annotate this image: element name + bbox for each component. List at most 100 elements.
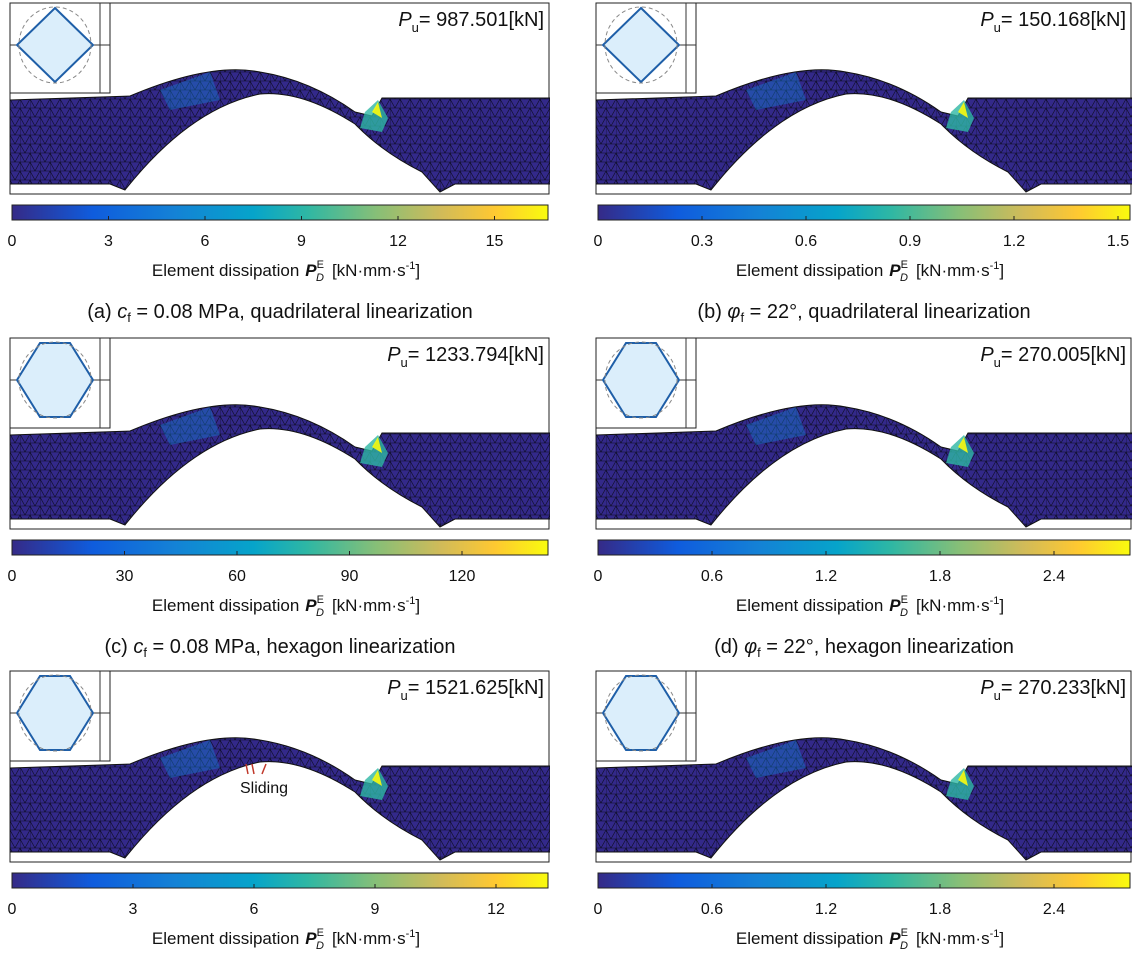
dissipation-peak [958,770,968,786]
pu-label: Pu= 987.501[kN] [398,9,544,35]
colorbar-exp: -1 [990,260,1000,272]
colorbar-close: ] [999,929,1004,948]
colorbar-tick-label: 1.5 [1107,233,1129,250]
caption-rest: = 0.08 MPa, quadrilateral linearization [131,301,473,323]
colorbar-unit: [kN·mm·s [916,261,990,280]
colorbar-unit: [kN·mm·s [916,929,990,948]
pu-label: Pu= 270.005[kN] [980,344,1126,370]
colorbar-label-text: Element dissipation [152,261,299,280]
mesh-group [596,69,1132,193]
colorbar-tick-label: 12 [389,233,407,250]
dissipation-zone [946,435,974,467]
colorbar-tick-label: 15 [486,233,504,250]
inset-curve [604,674,678,752]
colorbar-tick-label: 1.8 [929,568,951,585]
inset-polygon [15,6,95,84]
caption-rest: = 22°, hexagon linearization [761,636,1014,658]
colorbar-label: Element dissipation PE D [kN·mm·s-1] [736,927,1004,952]
colorbar-tick-label: 30 [116,568,134,585]
caption-prefix: (b) [697,301,727,323]
colorbar [597,872,1131,889]
mesh [10,69,550,193]
pu-sub: u [994,688,1001,703]
colorbar-label-text: Element dissipation [152,596,299,615]
pu-symbol: P [980,9,994,31]
dissipation-light [160,740,220,778]
panel: Pu= 1233.794[kN] 0 30 60 90 120 Element dissip… [8,337,550,660]
colorbar-tick-label: 0.6 [701,901,723,918]
mesh-group [10,404,550,528]
pu-symbol: P [398,9,412,31]
colorbar-tick-label: 60 [228,568,246,585]
colorbar [597,204,1131,221]
colorbar-tick-label: 12 [487,901,505,918]
colorbar-sup: E [901,259,908,271]
dissipation-peak [372,770,382,786]
caption-var-sub: f [143,645,147,660]
colorbar-sup: E [901,594,908,606]
colorbar-symbol: P [305,596,317,615]
panel: Pu= 270.005[kN] 0 0.6 1.2 1.8 2.4 Element diss… [594,337,1132,660]
caption-var: c [133,636,143,658]
colorbar-tick-label: 2.4 [1043,568,1065,585]
colorbar-close: ] [999,596,1004,615]
colorbar-unit: [kN·mm·s [332,929,406,948]
dissipation-peak [958,102,968,118]
mesh-group [596,404,1132,528]
pu-value: = 987.501[kN] [419,9,544,31]
colorbar-tick-label: 120 [449,568,476,585]
dissipation-zone [360,100,388,132]
colorbar-label-text: Element dissipation [736,596,883,615]
caption-prefix: (c) [104,636,133,658]
colorbar-sup: E [317,259,324,271]
inset-curve [604,341,678,419]
mesh-group [596,737,1132,861]
colorbar-label-text: Element dissipation [736,261,883,280]
panel: Pu= 1521.625[kN] Sliding 0 3 6 9 12 Element dis… [8,670,550,952]
dissipation-zone [946,768,974,800]
colorbar-unit: [kN·mm·s [916,596,990,615]
colorbar-sub: D [316,272,324,284]
caption-var: φ [744,636,757,658]
colorbar-tick-label: 0.6 [701,568,723,585]
mesh [10,404,550,528]
colorbar-sup: E [317,594,324,606]
pu-label: Pu= 150.168[kN] [980,9,1126,35]
panel: Pu= 270.233[kN] 0 0.6 1.2 1.8 2.4 Element diss… [594,670,1132,952]
pu-label: Pu= 1521.625[kN] [387,677,544,703]
caption-var-sub: f [127,310,131,325]
colorbar-sub: D [316,607,324,619]
colorbar-label: Element dissipation PE D [kN·mm·s-1] [736,259,1004,284]
caption-prefix: (a) [87,301,117,323]
colorbar-label-text: Element dissipation [736,929,883,948]
colorbar-close: ] [415,596,420,615]
colorbar-tick-label: 0 [594,233,603,250]
pu-label: Pu= 1233.794[kN] [387,344,544,370]
caption-rest: = 0.08 MPa, hexagon linearization [147,636,456,658]
colorbar-symbol: P [889,929,901,948]
inset-curve [18,341,92,419]
colorbar-close: ] [415,929,420,948]
mesh-group [10,737,550,861]
colorbar-tick-label: 1.2 [1003,233,1025,250]
caption-var-sub: f [740,310,744,325]
colorbar-label: Element dissipation PE D [kN·mm·s-1] [152,594,420,619]
colorbar-tick-label: 3 [129,901,138,918]
annotation-arrow [245,763,267,775]
colorbar-unit: [kN·mm·s [332,261,406,280]
pu-sub: u [401,355,408,370]
mesh [596,69,1132,193]
colorbar-tick-label: 6 [201,233,210,250]
pu-value: = 1521.625[kN] [408,677,544,699]
pu-sub: u [994,20,1001,35]
colorbar-tick-label: 6 [250,901,259,918]
dissipation-light [746,72,806,110]
pu-symbol: P [980,677,994,699]
colorbar-tick-label: 0 [8,568,17,585]
inset-polygon [15,675,95,751]
colorbar [597,539,1131,556]
dissipation-light [746,407,806,445]
colorbar-symbol: P [305,929,317,948]
